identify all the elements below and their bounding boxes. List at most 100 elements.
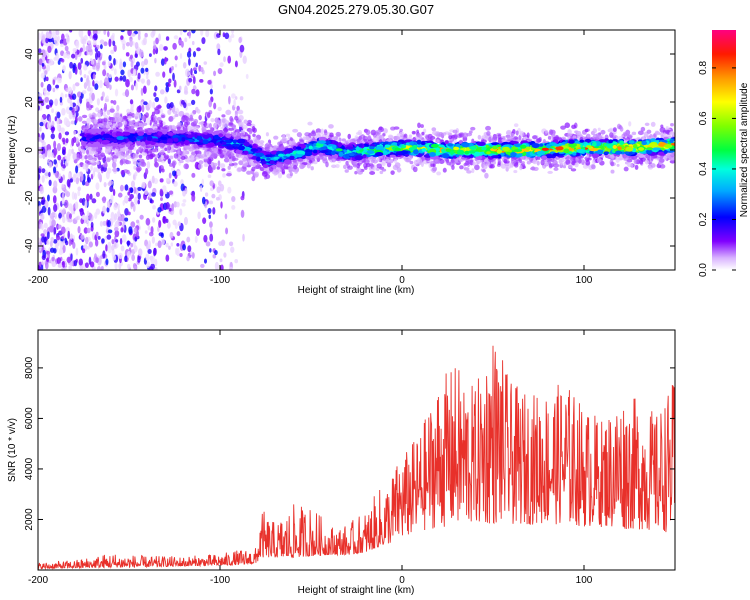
spectrogram-cell [596,158,602,163]
spectrogram-cell [470,126,476,131]
spectrogram-cell [124,255,128,263]
spectrogram-cell [86,227,91,234]
spectrogram-cell [75,40,80,49]
spectrogram-cell [237,109,244,115]
spectrogram-cell [103,182,107,188]
spectrogram-cell [163,189,168,195]
spectrogram-cell [214,249,218,256]
spectrogram-cell [198,121,205,125]
spectrogram-cell [71,93,77,100]
spectrogram-cell [139,214,144,220]
spectrogram-cell [644,159,650,165]
spectrogram-cell [408,134,413,139]
spectrogram-cell [185,68,190,77]
spectrogram-cell [143,101,148,106]
spectrogram-cell [129,187,134,194]
spectrogram-cell [128,76,133,83]
spectrogram-cell [58,159,62,164]
spectrogram-cell [101,91,105,98]
spectrogram-cell [161,168,165,173]
spectrogram-cell [145,67,149,73]
spectrogram-cell [53,239,58,244]
spectrogram-cell [165,36,170,41]
spectrogram-cell [214,261,219,270]
spectrogram-cell [65,36,70,44]
spectrogram-cell [70,120,75,125]
spectrogram-cell [87,43,92,51]
spectrogram-cell [199,160,204,165]
spectrogram-cell [176,242,180,247]
spectrogram-cell [66,54,71,59]
spectrogram-cell [45,104,50,110]
spectrogram-cell [52,79,56,86]
spectrogram-cell [245,73,249,80]
spectrogram-cell [82,248,86,254]
spectrogram-cell [84,155,88,160]
spectrogram-cell [126,108,131,114]
spectrogram-cell [113,213,118,221]
spectrogram-cell [183,163,189,170]
spectrogram-cell [238,114,244,121]
spectrogram-cell [45,37,49,44]
spectrogram-cell [160,232,164,239]
spectrogram-cell [41,63,45,67]
spectrogram-cell [151,101,156,109]
spectrogram-cell [80,234,85,240]
spectrogram-cell [62,164,66,169]
spectrogram-cell [101,238,105,244]
spectrogram-cell [145,168,149,175]
spectrogram-cell [237,167,243,172]
spectrogram-cell [217,48,221,56]
spectrogram-cell [622,131,629,137]
spectrogram-cell [95,208,101,215]
spectrogram-cell [118,155,124,159]
spectrogram-cell [197,211,201,220]
spectrogram-cell [120,35,124,40]
spectrogram-cell [65,106,71,115]
spectrogram-cell [72,152,77,161]
spectrogram-cell [157,226,160,232]
spectrogram-cell [182,30,188,33]
spectrogram-cell [108,54,112,62]
spectrogram-cell [627,162,632,168]
spectrogram-cell [164,56,167,65]
spectrogram-cell [307,121,313,126]
spectrogram-cell [69,178,73,183]
spectrogram-cell [62,139,66,145]
spectrogram-cell [163,46,168,51]
spectrogram-cell [173,180,178,187]
spectrogram-cell [421,131,425,136]
spectrogram-cell [292,128,299,133]
spectrogram-cell [161,126,168,130]
spectrogram-cell [548,129,554,136]
spectrogram-cell [110,35,115,43]
spectrogram-cell [199,78,204,83]
spectrogram-cell [88,70,93,75]
spectrogram-cell [485,125,492,131]
spectrogram-cell [48,99,54,106]
spectrogram-cell [584,128,589,133]
spectrogram-cell [206,112,211,118]
spectrogram-cell [228,95,231,105]
spectrogram-cell [61,192,65,201]
spectrogram-cell [74,52,78,60]
spectrogram-cell [134,53,138,58]
spectrogram-cell [172,111,178,115]
spectrogram-cell [165,254,170,262]
spectrogram-cell [68,148,72,157]
spectrogram-cell [192,76,196,85]
spectrogram-cell [52,87,56,93]
spectrogram-cell [344,169,349,173]
spectrogram-cell [177,122,182,126]
spectrogram-cell [38,168,41,174]
spectrogram-cell [57,60,61,65]
spectrogram-cell [113,68,117,75]
spectrogram-cell [87,245,90,250]
spectrogram-cell [390,170,395,175]
spectrogram-cell [71,148,74,154]
spectrogram-cell [159,122,164,128]
spectrogram-cell [618,155,623,161]
spectrogram-cell [45,76,49,82]
